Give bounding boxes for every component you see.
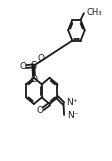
Text: O: O (37, 54, 44, 63)
Text: CH₃: CH₃ (86, 8, 102, 17)
Text: O: O (37, 105, 44, 114)
Text: S: S (30, 61, 36, 71)
Text: O: O (31, 75, 38, 84)
Text: N⁺: N⁺ (67, 98, 78, 107)
Text: O: O (19, 62, 27, 71)
Text: N⁻: N⁻ (67, 111, 78, 120)
